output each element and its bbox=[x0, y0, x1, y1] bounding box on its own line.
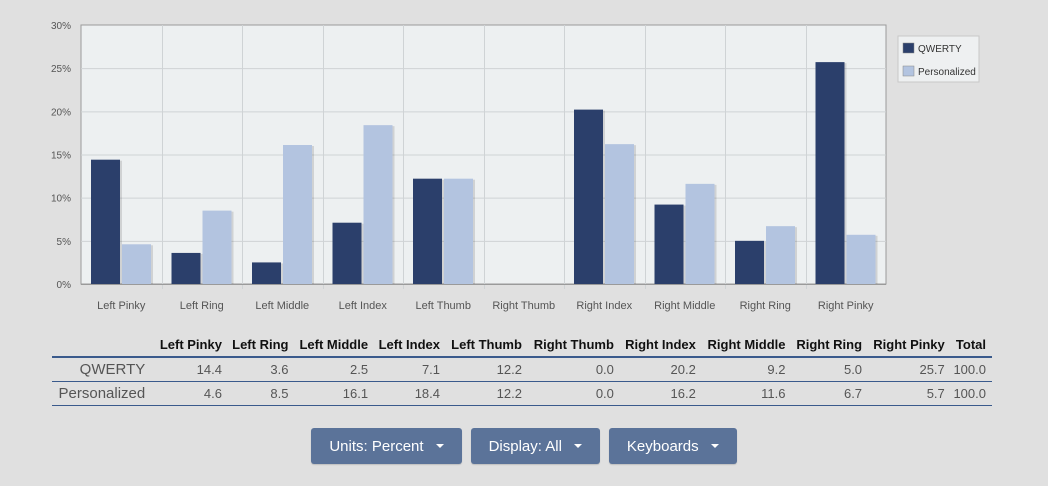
y-tick-label: 0% bbox=[57, 280, 72, 291]
row-label: QWERTY bbox=[52, 357, 156, 382]
table-row: Personalized 4.6 8.5 16.1 18.4 12.2 0.0 16.2 11.… bbox=[52, 381, 992, 406]
table-header-cell: Total bbox=[950, 334, 992, 358]
caret-down-icon bbox=[573, 444, 582, 448]
bar[interactable] bbox=[815, 62, 845, 284]
table-cell: 4.6 bbox=[155, 381, 228, 406]
bar[interactable] bbox=[654, 204, 684, 284]
caret-down-icon bbox=[435, 444, 444, 448]
bar[interactable] bbox=[202, 210, 232, 284]
bar[interactable] bbox=[171, 252, 201, 284]
table-cell: 9.2 bbox=[701, 357, 792, 382]
bar[interactable] bbox=[444, 178, 473, 284]
legend-label: QWERTY bbox=[918, 44, 962, 55]
bar[interactable] bbox=[685, 183, 715, 284]
table-cell: 12.2 bbox=[446, 381, 528, 406]
table-cell: 14.4 bbox=[155, 357, 228, 382]
x-tick-label: Right Index bbox=[576, 300, 632, 312]
y-tick-label: 10% bbox=[51, 194, 71, 205]
y-tick-label: 20% bbox=[51, 107, 71, 118]
table-cell: 6.7 bbox=[791, 381, 869, 406]
table-cell: 5.0 bbox=[791, 357, 869, 382]
display-label: Display: All bbox=[488, 437, 562, 455]
legend-label: Personalized bbox=[918, 67, 976, 78]
table-cell: 0.0 bbox=[527, 357, 620, 382]
table-header-cell: Left Index bbox=[374, 334, 447, 358]
x-tick-label: Right Middle bbox=[654, 300, 715, 312]
x-tick-label: Left Thumb bbox=[416, 300, 471, 312]
keyboards-dropdown-button[interactable]: Keyboards bbox=[608, 428, 737, 464]
units-dropdown-button[interactable]: Units: Percent bbox=[311, 428, 462, 464]
table-cell: 100.0 bbox=[950, 357, 992, 382]
table-cell: 3.6 bbox=[227, 357, 295, 382]
data-table: Left Pinky Left Ring Left Middle Left Index… bbox=[52, 334, 992, 406]
x-tick-label: Left Ring bbox=[180, 300, 224, 312]
y-tick-label: 15% bbox=[51, 151, 71, 162]
table-cell: 12.2 bbox=[446, 357, 528, 382]
table-header-blank bbox=[52, 334, 156, 358]
row-label: Personalized bbox=[52, 381, 156, 406]
legend-swatch bbox=[902, 65, 915, 77]
x-tick-label: Right Ring bbox=[740, 300, 791, 312]
table-header-cell: Right Pinky bbox=[868, 334, 951, 358]
bar[interactable] bbox=[252, 262, 281, 284]
bar[interactable] bbox=[363, 125, 393, 284]
bar[interactable] bbox=[766, 226, 795, 284]
table-header-cell: Right Ring bbox=[791, 334, 869, 358]
table-cell: 2.5 bbox=[294, 357, 375, 382]
bar[interactable] bbox=[283, 145, 312, 284]
units-label: Units: Percent bbox=[329, 437, 424, 455]
table-cell: 25.7 bbox=[868, 357, 951, 382]
bar[interactable] bbox=[413, 178, 442, 284]
bar-chart: 0% 5% 10% 15% 20% 25% 30% Left Pinky Left Ring Le… bbox=[51, 21, 980, 312]
x-tick-label: Left Pinky bbox=[97, 300, 146, 312]
caret-down-icon bbox=[710, 444, 719, 448]
table-header-cell: Left Pinky bbox=[155, 334, 228, 358]
bar[interactable] bbox=[735, 240, 764, 284]
table-cell: 100.0 bbox=[950, 381, 992, 406]
table-cell: 20.2 bbox=[619, 357, 702, 382]
x-tick-label: Right Thumb bbox=[492, 300, 555, 312]
legend-swatch bbox=[902, 42, 915, 54]
table-cell: 0.0 bbox=[527, 381, 620, 406]
y-tick-label: 5% bbox=[57, 237, 72, 248]
y-tick-label: 30% bbox=[51, 21, 71, 32]
table-cell: 8.5 bbox=[227, 381, 295, 406]
bar[interactable] bbox=[846, 234, 876, 284]
display-dropdown-button[interactable]: Display: All bbox=[470, 428, 600, 464]
control-bar: Units: Percent Display: All Keyboards bbox=[0, 428, 1048, 464]
table-cell: 7.1 bbox=[374, 357, 447, 382]
table-header-cell: Right Middle bbox=[701, 334, 792, 358]
x-tick-label: Left Index bbox=[339, 300, 388, 312]
bar[interactable] bbox=[332, 222, 362, 284]
y-tick-label: 25% bbox=[51, 64, 71, 75]
table-header-cell: Right Thumb bbox=[527, 334, 620, 358]
table-header-cell: Left Thumb bbox=[446, 334, 528, 358]
table-row: QWERTY 14.4 3.6 2.5 7.1 12.2 0.0 20.2 9.2 5.0 25.7… bbox=[52, 357, 992, 382]
table-cell: 16.2 bbox=[619, 381, 702, 406]
table-header-row: Left Pinky Left Ring Left Middle Left Index… bbox=[52, 334, 992, 358]
bar[interactable] bbox=[91, 159, 120, 284]
x-tick-label: Left Middle bbox=[255, 300, 309, 312]
bar[interactable] bbox=[605, 144, 634, 284]
bar[interactable] bbox=[574, 109, 603, 285]
table-header-cell: Left Ring bbox=[227, 334, 295, 358]
table-header-cell: Right Index bbox=[619, 334, 702, 358]
table-cell: 18.4 bbox=[374, 381, 447, 406]
table-cell: 11.6 bbox=[701, 381, 792, 406]
keyboards-label: Keyboards bbox=[626, 437, 699, 455]
table-cell: 16.1 bbox=[294, 381, 375, 406]
table-header-cell: Left Middle bbox=[294, 334, 375, 358]
bar[interactable] bbox=[122, 244, 151, 284]
x-tick-label: Right Pinky bbox=[818, 300, 874, 312]
table-cell: 5.7 bbox=[868, 381, 951, 406]
